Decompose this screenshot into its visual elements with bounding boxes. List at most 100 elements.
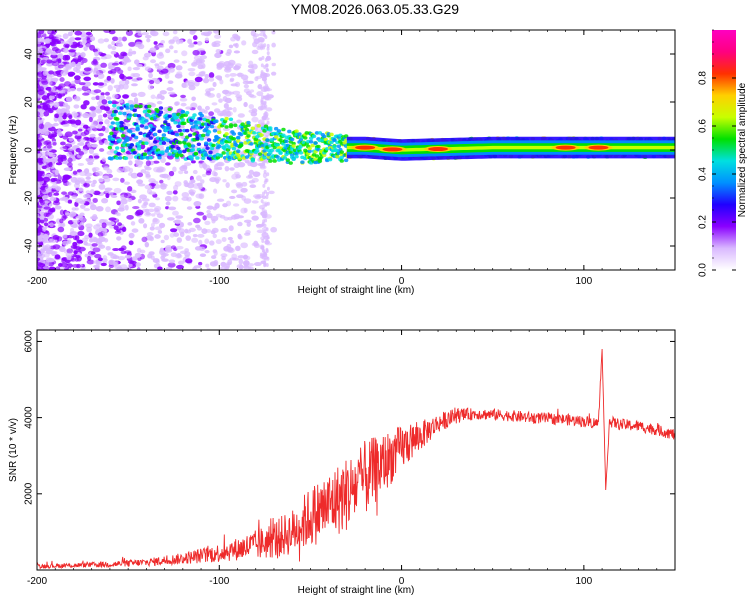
spectrogram-noise-blob [237,255,245,259]
spectrogram-noise-blob [78,82,86,86]
spectrogram-noise-blob [74,119,82,126]
spectrogram-noise-blob [73,182,81,189]
spectrogram-band-blob [119,124,124,128]
spectrogram-noise-blob [125,30,134,36]
spectrogram-band-blob [177,149,183,154]
spectrogram-noise-blob [57,64,64,69]
spectrogram-band-blob [120,148,126,152]
spectrogram-band-blob [107,135,113,139]
spectrogram-band-blob [233,123,238,128]
spectrogram-noise-blob [216,75,222,81]
spectrogram-stripe-blob [260,95,264,100]
spectrogram-noise-blob [48,173,55,177]
spectrogram-noise-blob [68,137,74,142]
spectrogram-band-blob [209,146,215,151]
spectrogram-noise-blob [73,223,81,228]
spectrogram-noise-blob [172,210,179,216]
spectrogram-noise-blob [99,105,106,110]
spectrogram-noise-blob [175,101,181,106]
spectrogram-noise-blob [37,150,41,154]
snr-xtick-label: -100 [209,576,229,587]
spectrogram-noise-blob [231,189,238,194]
spectrogram-noise-blob [105,206,111,213]
spectrogram-noise-blob [230,214,238,220]
spectrogram-noise-blob [147,84,154,90]
spectrogram-noise-blob [94,64,102,70]
spectrogram-noise-blob [223,102,229,109]
spectrogram-noise-blob [128,172,133,176]
spectrogram-band-blob [252,131,257,135]
spectrogram-noise-blob [159,61,166,65]
spectrogram-band-blob [313,149,318,154]
spectrogram-noise-blob [128,263,133,267]
spectrogram-noise-blob [188,71,196,77]
spectrogram-noise-blob [55,186,61,191]
spectrogram-noise-blob [68,49,76,53]
spectrogram-noise-blob [72,170,78,175]
spectrogram-noise-blob [71,80,76,85]
spectrogram-stripe-blob [261,207,265,212]
spectrogram-noise-blob [43,111,50,117]
spectrogram-noise-blob [156,100,163,105]
spectrogram-band-blob [339,155,344,160]
spectrogram-noise-blob [131,228,139,233]
spectrogram-noise-blob [185,80,190,84]
spectrogram-noise-blob [132,66,141,71]
snr-xtick-label: 100 [576,576,593,587]
spectrogram-noise-blob [172,190,178,195]
spectrogram-noise-blob [243,101,248,108]
spectrogram-noise-blob [236,119,242,124]
spectrogram-band-blob [123,126,129,130]
spectrogram-noise-blob [92,197,98,203]
spectrogram-band-blob [255,148,260,153]
spectrogram-stripe-blob [264,34,268,39]
spectrogram-noise-blob [212,233,217,239]
spectrogram-noise-blob [153,41,158,45]
spectrogram-noise-blob [247,68,255,73]
spectrogram-noise-blob [205,263,210,268]
spectrogram-band-blob [250,126,256,131]
spectrogram-noise-blob [44,244,52,250]
spectrogram-band-blob [167,152,172,156]
spectrogram-noise-blob [56,129,62,135]
spectrogram-noise-blob [54,205,62,210]
spectrogram-noise-blob [74,78,81,85]
spectrogram-noise-blob [211,255,217,260]
spectrogram-band-blob [139,124,145,128]
spectrogram-noise-blob [154,234,161,239]
spectrogram-noise-blob [231,253,238,259]
spectrogram-noise-blob [155,259,160,265]
spectrogram-noise-blob [136,247,142,253]
spectrogram-noise-blob [77,231,85,237]
spectrogram-noise-blob [79,216,87,223]
spectrogram-noise-blob [234,81,241,88]
spectrogram-noise-blob [147,208,155,213]
spectrogram-noise-blob [199,253,207,257]
spectrogram-noise-blob [232,203,240,207]
spectrogram-noise-blob [179,221,184,228]
spectrogram-noise-blob [206,209,211,214]
spectrogram-band-blob [246,120,251,125]
spectrogram-noise-blob [259,38,265,43]
spectrogram-noise-blob [229,78,234,83]
spectrogram-noise-blob [244,261,249,265]
spectrogram-noise-blob [126,76,133,80]
spectrogram-noise-blob [117,43,124,47]
spectrogram-noise-blob [161,173,170,179]
spectrogram-stripe-blob [265,159,269,164]
spectrogram-noise-blob [76,87,82,92]
spectrogram-noise-blob [168,45,174,50]
spectrogram-noise-blob [201,63,206,69]
spectrogram-band-blob [198,117,203,121]
spectrogram-noise-blob [57,85,63,91]
spectrogram-noise-blob [256,229,265,234]
spectrogram-noise-blob [168,39,175,45]
spectrogram-noise-blob [43,212,50,218]
spectrogram-noise-blob [74,257,79,262]
spectrogram-noise-blob [187,222,193,226]
spectrogram-stripe-blob [264,57,268,62]
spectrogram-band-blob [268,159,273,163]
spectrogram-band-blob [282,156,288,160]
spectrogram-noise-blob [128,232,135,239]
spectrogram-noise-blob [42,265,50,270]
